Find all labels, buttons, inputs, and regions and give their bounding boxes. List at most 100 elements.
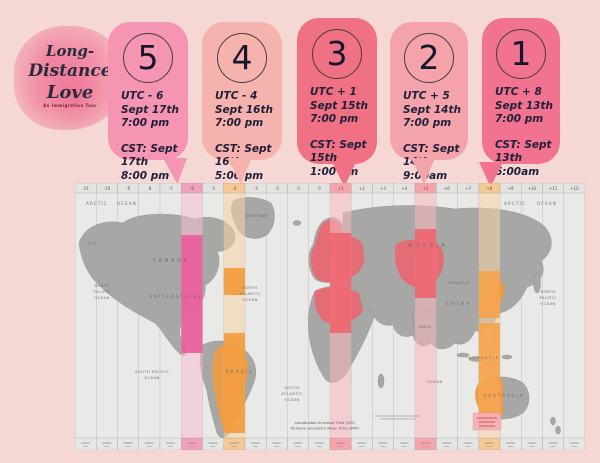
- map-label: OCEAN: [537, 201, 557, 206]
- tz-band-vivid-+1: [330, 233, 352, 333]
- time-box: [308, 437, 331, 450]
- map-label: OCEAN: [284, 397, 299, 402]
- cst-time-label: 9:00am: [403, 170, 468, 184]
- map-label: C A N A D A: [153, 258, 188, 264]
- time-box: [117, 437, 139, 450]
- time-label: 7:00 pm: [121, 117, 170, 129]
- map-label: A U S T R A L I A: [483, 393, 522, 398]
- zone-number: -7: [169, 186, 173, 191]
- zone-number: -4: [232, 186, 236, 191]
- date-label: Sept 14th: [403, 103, 461, 116]
- zone-number: -8: [147, 186, 151, 191]
- time-box: [521, 437, 543, 450]
- map-label: NORTH: [540, 289, 555, 294]
- step-number-circle: 3: [312, 29, 362, 79]
- caption-line1: Coordinated Universal Time (UTC): [295, 421, 357, 425]
- utc-label: UTC - 6: [121, 90, 164, 102]
- callout-bubble-3: 3 UTC + 1 Sept 15th 7:00 pm CST: Sept 15…: [297, 18, 377, 178]
- map-label: I N D O N E S I A: [466, 356, 499, 360]
- zone-number: -5: [211, 186, 215, 191]
- zone-number-row: -11 -10 -9 -8 -7 -6 -5 -4 -3 -2 -1 0 +1 +2 +3 +4 +5 +6 +7 +…: [75, 183, 585, 194]
- cst-label: CST: Sept 14th: [403, 142, 460, 169]
- time-box: [244, 437, 267, 450]
- step-number-circle: 1: [496, 29, 546, 79]
- map-label: OCEAN: [144, 375, 159, 380]
- time-box: [329, 437, 352, 450]
- time-box: [393, 437, 416, 450]
- time-box: [202, 437, 224, 450]
- zone-number: -11: [82, 186, 89, 191]
- time-box: [181, 437, 203, 450]
- time-box: [138, 437, 161, 450]
- logo-line3: Love: [46, 82, 94, 103]
- cst-time-label: 6:00am: [495, 165, 540, 178]
- zone-number: +3: [380, 186, 386, 191]
- zone-number: +5: [423, 186, 429, 191]
- map-label: ARCTIC: [86, 201, 108, 206]
- time-box: [159, 437, 182, 450]
- time-box: [499, 437, 522, 450]
- caption-highlight-box: [472, 412, 502, 431]
- logo: Long- Distance Love An Immigration Tour: [14, 26, 126, 130]
- zone-number: +10: [528, 186, 537, 191]
- timezone-bands: [181, 193, 500, 438]
- step-number-circle: 4: [217, 33, 267, 83]
- time-box: [351, 437, 373, 450]
- map-label: PACIFIC: [539, 295, 556, 300]
- zone-number: -1: [296, 186, 300, 191]
- map-label: INDIA: [419, 324, 431, 329]
- map-label: C H I N A: [446, 301, 471, 307]
- logo-line2: Distance: [28, 61, 112, 81]
- zone-number: -2: [275, 186, 279, 191]
- map-label: NORTH: [94, 283, 109, 288]
- tz-band-vivid-+8: [478, 271, 500, 318]
- zone-number: -9: [126, 186, 130, 191]
- map-label: ATLANTIC: [281, 391, 303, 396]
- logo-subtitle: An Immigration Tour: [43, 103, 97, 108]
- zone-number: +11: [549, 186, 558, 191]
- zone-number: +1: [338, 186, 344, 191]
- time-box: [436, 437, 458, 450]
- map-label: OCEAN: [540, 301, 555, 306]
- time-box: [223, 437, 246, 450]
- tz-band-vivid--4: [223, 268, 245, 295]
- new-zealand-island: [550, 416, 556, 426]
- zone-time-row: [75, 437, 585, 450]
- time-label: 7:00 pm: [495, 113, 544, 125]
- caption-line2: formerly Greenwich Mean Time (GMT): [291, 427, 360, 431]
- step-number-circle: 5: [123, 33, 173, 83]
- map-label: ATLANTIC: [239, 291, 261, 296]
- zone-number: +2: [359, 186, 365, 191]
- time-box: [542, 437, 564, 450]
- logo-line1: Long-: [45, 42, 95, 60]
- map-label: OCEAN: [242, 297, 257, 302]
- iceland-island: [292, 220, 302, 226]
- logo-text: Long- Distance Love An Immigration Tour: [14, 42, 126, 109]
- map-label: NORTH: [242, 285, 257, 290]
- time-box: [75, 437, 97, 450]
- map-label: B R A Z I L: [226, 369, 252, 374]
- utc-label: UTC + 8: [495, 86, 542, 98]
- tz-band-vivid--6: [181, 235, 203, 353]
- zone-number: +4: [401, 186, 407, 191]
- map-label: R U S S I A: [408, 243, 446, 249]
- zone-number: -6: [190, 186, 194, 191]
- watercolor-splash-icon: [14, 26, 126, 130]
- indonesia-island: [456, 352, 470, 358]
- time-box: [266, 437, 288, 450]
- cst-label: CST: Sept 13th: [495, 138, 552, 165]
- time-label: 7:00 pm: [310, 113, 359, 125]
- time-box: [414, 437, 437, 450]
- cst-label: CST: Sept 17th: [121, 142, 178, 169]
- utc-label: UTC - 4: [215, 90, 258, 102]
- zone-number: +8: [486, 186, 492, 191]
- callout-bubble-5: 5 UTC - 6 Sept 17th 7:00 pm CST: Sept 17…: [108, 22, 188, 182]
- indonesia-island: [501, 354, 513, 360]
- date-label: Sept 15th: [310, 99, 368, 112]
- callout-bubble-4: 4 UTC - 4 Sept 16th 7:00 pm CST: Sept 16…: [202, 22, 282, 182]
- date-label: Sept 16th: [215, 103, 273, 116]
- utc-label: UTC + 1: [310, 86, 357, 98]
- zone-number: +7: [465, 186, 471, 191]
- step-number-circle: 2: [404, 33, 454, 83]
